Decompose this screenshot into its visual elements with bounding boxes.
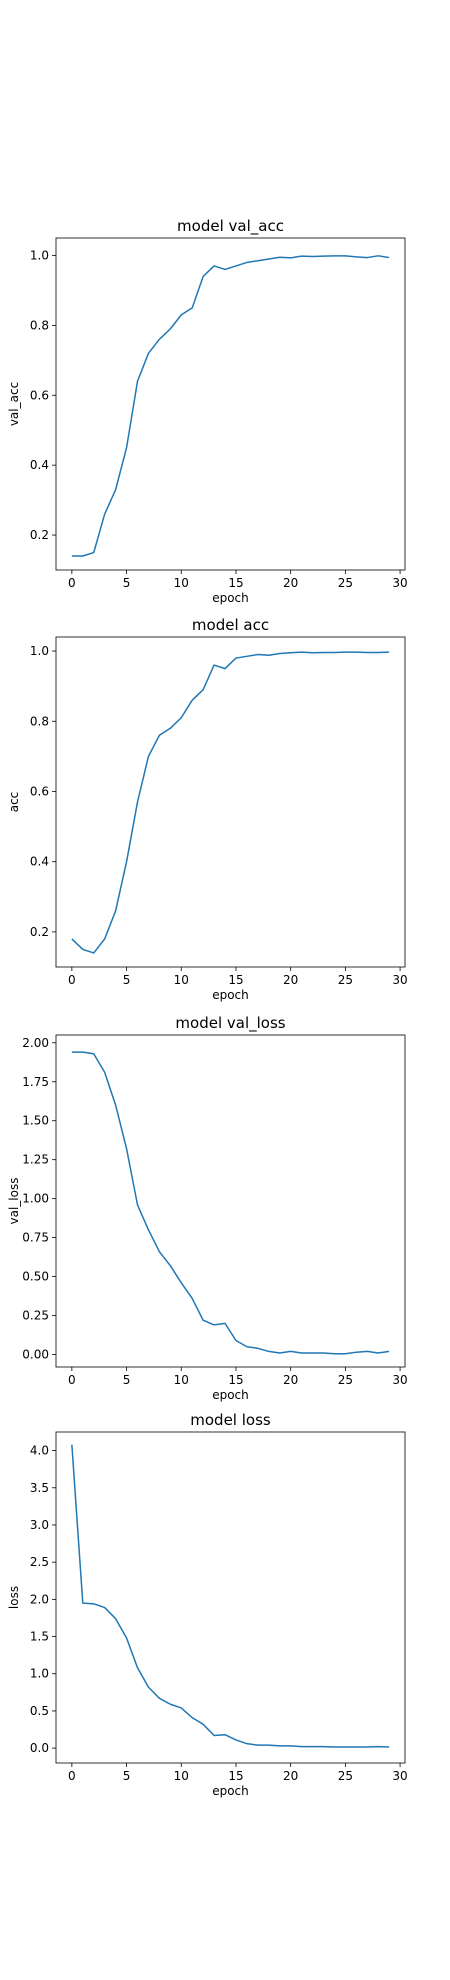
x-tick-label: 5 [123, 576, 131, 590]
x-tick-label: 5 [123, 1769, 131, 1783]
y-tick-label: 1.75 [22, 1075, 49, 1089]
x-tick-label: 30 [392, 1373, 407, 1387]
x-tick-label: 25 [338, 973, 353, 987]
chart-title: model val_acc [177, 217, 284, 236]
series-line [71, 651, 390, 954]
y-axis-label: acc [7, 792, 21, 813]
y-axis-label: val_loss [7, 1178, 21, 1225]
y-tick-label: 0.00 [22, 1348, 49, 1362]
x-tick-label: 20 [283, 973, 298, 987]
x-tick-label: 10 [174, 973, 189, 987]
chart-1: model val_acc 0 5 10 15 20 25 30 0.2 0.4 0.6 0.8 1.0… [7, 217, 408, 605]
axes-frame [55, 1431, 406, 1764]
x-tick-label: 0 [68, 1373, 76, 1387]
y-tick-label: 0.8 [30, 318, 49, 332]
y-tick-label: 0.4 [30, 855, 49, 869]
x-tick-label: 15 [228, 973, 243, 987]
y-axis-label: val_acc [7, 382, 21, 426]
x-tick-label: 30 [392, 576, 407, 590]
chart-4: model loss 0 5 10 15 20 25 30 0.0 0.5 1.0 1.5 2.0 2.5… [7, 1411, 408, 1798]
x-tick-label: 15 [228, 1373, 243, 1387]
axes-frame [55, 237, 406, 571]
x-tick-label: 10 [174, 1373, 189, 1387]
y-tick-label: 1.25 [22, 1153, 49, 1167]
x-axis-label: epoch [212, 591, 249, 605]
series-line [71, 1444, 390, 1748]
x-tick-label: 25 [338, 1373, 353, 1387]
x-tick-label: 30 [392, 973, 407, 987]
y-tick-label: 1.0 [30, 1667, 49, 1681]
x-tick-label: 5 [123, 1373, 131, 1387]
chart-title: model val_loss [175, 1014, 285, 1033]
y-tick-label: 2.5 [30, 1555, 49, 1569]
axes-frame [55, 1034, 406, 1368]
y-tick-label: 0.6 [30, 388, 49, 402]
x-tick-label: 25 [338, 1769, 353, 1783]
x-axis-label: epoch [212, 1784, 249, 1798]
x-tick-label: 25 [338, 576, 353, 590]
y-tick-label: 3.5 [30, 1481, 49, 1495]
chart-3: model val_loss 0 5 10 15 20 25 30 0.00 0.25 0.50 0.… [7, 1014, 408, 1402]
y-tick-label: 0.6 [30, 784, 49, 798]
x-tick-label: 10 [174, 1769, 189, 1783]
y-tick-label: 2.00 [22, 1036, 49, 1050]
x-tick-label: 0 [68, 1769, 76, 1783]
x-tick-label: 10 [174, 576, 189, 590]
y-tick-label: 0.50 [22, 1270, 49, 1284]
y-tick-label: 3.0 [30, 1518, 49, 1532]
y-tick-label: 1.0 [30, 644, 49, 658]
y-tick-label: 0.25 [22, 1309, 49, 1323]
x-tick-label: 20 [283, 1373, 298, 1387]
y-tick-label: 0.5 [30, 1704, 49, 1718]
y-tick-label: 0.0 [30, 1741, 49, 1755]
y-tick-label: 0.2 [30, 528, 49, 542]
y-tick-label: 1.5 [30, 1630, 49, 1644]
y-tick-label: 0.2 [30, 925, 49, 939]
x-tick-label: 0 [68, 576, 76, 590]
y-tick-label: 1.50 [22, 1114, 49, 1128]
x-tick-label: 20 [283, 576, 298, 590]
y-tick-label: 0.4 [30, 458, 49, 472]
series-line [71, 1051, 390, 1355]
chart-title: model acc [192, 616, 269, 634]
x-tick-label: 20 [283, 1769, 298, 1783]
y-tick-label: 4.0 [30, 1444, 49, 1458]
chart-title: model loss [190, 1411, 271, 1429]
y-tick-label: 1.00 [22, 1192, 49, 1206]
x-tick-label: 0 [68, 973, 76, 987]
y-tick-label: 0.8 [30, 714, 49, 728]
x-tick-label: 15 [228, 1769, 243, 1783]
chart-2: model acc 0 5 10 15 20 25 30 0.2 0.4 0.6 0.8 1.0 epoc… [7, 616, 408, 1002]
y-tick-label: 1.0 [30, 248, 49, 262]
x-axis-label: epoch [212, 1388, 249, 1402]
x-tick-label: 5 [123, 973, 131, 987]
axes-frame [55, 636, 406, 968]
y-tick-label: 2.0 [30, 1592, 49, 1606]
y-tick-label: 0.75 [22, 1231, 49, 1245]
series-line [71, 255, 390, 557]
x-axis-label: epoch [212, 988, 249, 1002]
y-axis-label: loss [7, 1586, 21, 1609]
x-tick-label: 30 [392, 1769, 407, 1783]
x-tick-label: 15 [228, 576, 243, 590]
